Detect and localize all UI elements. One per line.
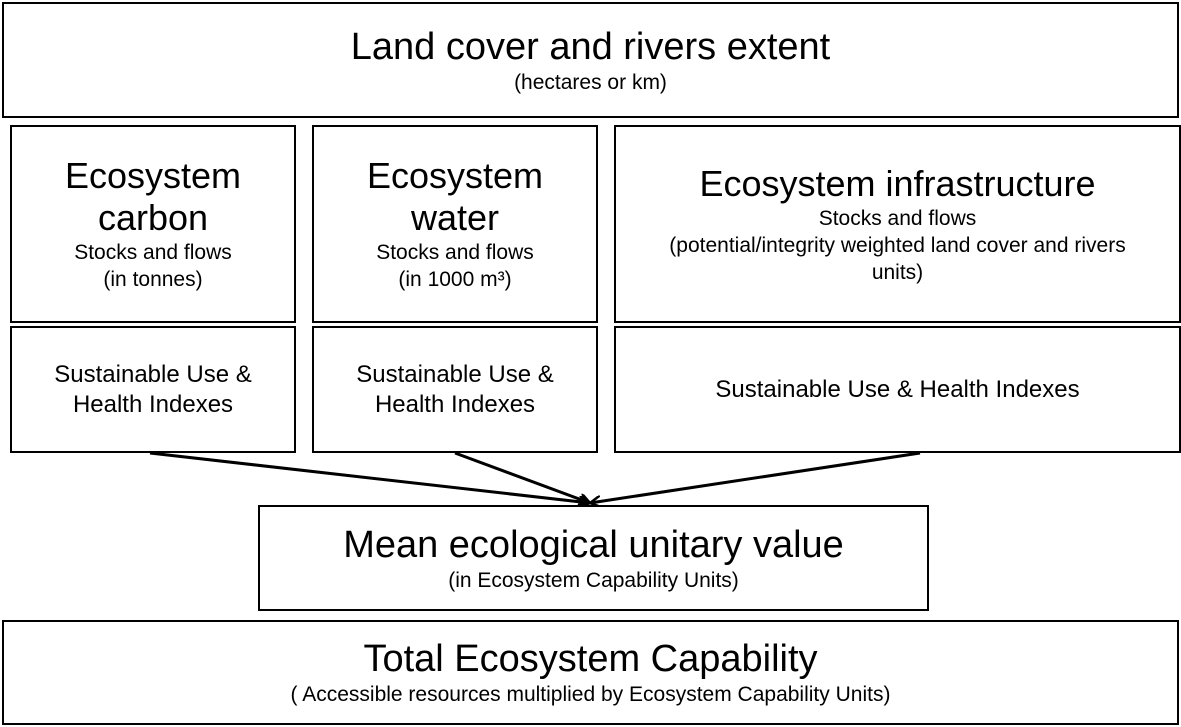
top-box: Land cover and rivers extent (hectares o… <box>2 2 1179 118</box>
title: Total Ecosystem Capability <box>363 638 818 680</box>
subtitle: (in Ecosystem Capability Units) <box>448 568 739 592</box>
line: (in tonnes) <box>103 268 203 291</box>
title: Land cover and rivers extent <box>350 25 831 68</box>
title: Ecosystem infrastructure <box>699 162 1096 204</box>
total-box: Total Ecosystem Capability ( Accessible … <box>2 620 1179 725</box>
arrow <box>149 451 590 503</box>
carbon-index-box: Sustainable Use & Health Indexes <box>10 326 296 453</box>
line: (in 1000 m³) <box>398 268 512 291</box>
arrow <box>454 451 590 503</box>
subtitle: (hectares or km) <box>514 70 667 94</box>
line: Stocks and flows <box>74 241 232 264</box>
index: Sustainable Use & Health Indexes <box>356 360 554 418</box>
index: Sustainable Use & Health Indexes <box>54 360 252 418</box>
carbon-box: Ecosystem carbon Stocks and flows (in to… <box>10 125 296 323</box>
arrow <box>590 451 921 503</box>
infrastructure-box: Ecosystem infrastructure Stocks and flow… <box>614 125 1181 323</box>
title: Ecosystem carbon <box>64 155 242 238</box>
water-index-box: Sustainable Use & Health Indexes <box>312 326 598 453</box>
title: Ecosystem water <box>366 155 544 238</box>
index: Sustainable Use & Health Indexes <box>715 375 1080 403</box>
title: Mean ecological unitary value <box>343 523 844 566</box>
mean-box: Mean ecological unitary value (in Ecosys… <box>258 505 929 611</box>
line: Stocks and flows <box>818 206 977 230</box>
line: Stocks and flows <box>376 241 534 264</box>
subtitle: ( Accessible resources multiplied by Eco… <box>290 683 891 706</box>
line: (potential/integrity weighted land cover… <box>669 233 1126 284</box>
water-box: Ecosystem water Stocks and flows (in 100… <box>312 125 598 323</box>
infrastructure-index-box: Sustainable Use & Health Indexes <box>614 326 1181 453</box>
